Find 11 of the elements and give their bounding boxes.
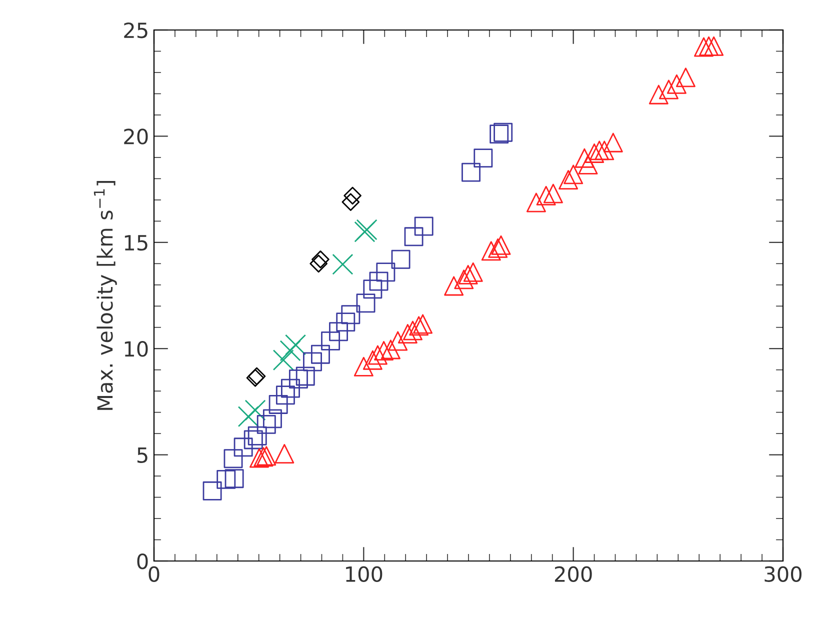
y-tick-label: 20: [124, 128, 148, 144]
y-tick-label: 0: [137, 553, 148, 570]
y-tick-label: 10: [124, 341, 148, 357]
x-tick-label: 100: [346, 566, 382, 582]
x-tick-label: 200: [554, 566, 592, 582]
x-tick-label: 300: [764, 566, 802, 582]
x-tick-label: 0: [148, 566, 160, 582]
y-axis-title: Max. velocity [km s$^{−1}$]: [94, 181, 117, 410]
y-tick-label: 25: [124, 22, 148, 38]
y-tick-label: 5: [137, 448, 148, 464]
y-tick-label: 15: [124, 235, 148, 251]
